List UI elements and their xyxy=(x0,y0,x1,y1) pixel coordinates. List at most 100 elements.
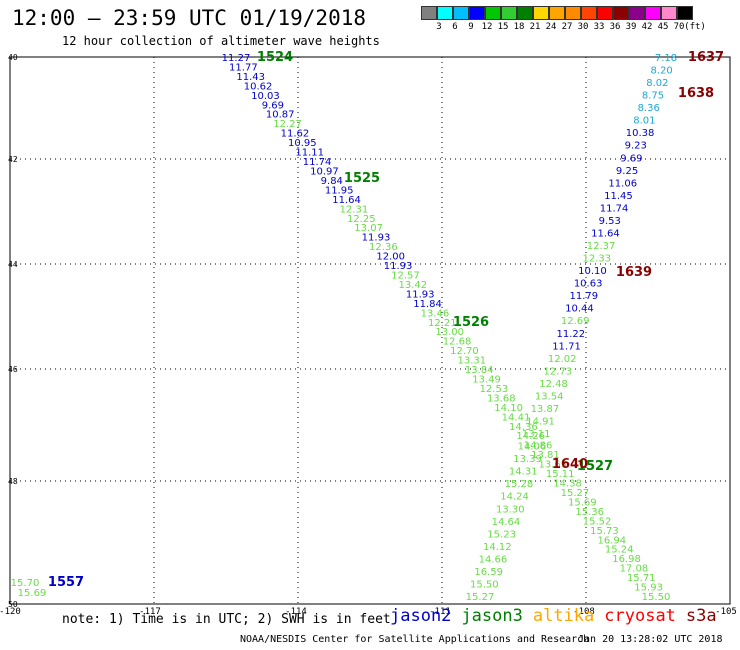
wave-height-label: 12.57 xyxy=(391,270,420,281)
wave-height-label: 13.84 xyxy=(465,365,494,376)
wave-height-label: 15.24 xyxy=(605,545,634,556)
wave-height-label: 11.79 xyxy=(569,291,598,302)
pass-number-1638: 1638 xyxy=(678,86,714,101)
wave-height-label: 10.95 xyxy=(288,138,317,149)
legend-swatch xyxy=(469,6,485,20)
wave-height-label: 10.63 xyxy=(574,279,603,290)
satellite-jason2: jason2 xyxy=(390,606,452,626)
lon-label: -111 xyxy=(429,607,451,617)
wave-height-label: 14.66 xyxy=(479,554,508,565)
wave-height-label: 15.50 xyxy=(642,592,671,603)
legend-swatch xyxy=(437,6,453,20)
wave-height-label: 8.01 xyxy=(633,116,655,127)
wave-height-label: 11.64 xyxy=(332,195,361,206)
wave-height-label: 13.39 xyxy=(513,454,542,465)
wave-height-label: 12.37 xyxy=(587,241,616,252)
pass-number-1527: 1527 xyxy=(577,459,613,474)
wave-height-label: 9.69 xyxy=(262,100,284,111)
wave-height-color-legend: 3 6 9 12 15 18 21 24 27 30 33 36 39 42 45 70 (ft) xyxy=(421,6,706,34)
pass-number-1640: 1640 xyxy=(552,457,588,472)
legend-tick: 30 xyxy=(577,22,589,32)
lat-label: 46 xyxy=(8,365,18,374)
wave-height-label: 14.12 xyxy=(483,542,512,553)
wave-height-label: 15.52 xyxy=(583,516,612,527)
wave-height-label: 11.11 xyxy=(295,148,324,159)
wave-height-label: 14.41 xyxy=(502,412,531,423)
wave-height-label: 10.38 xyxy=(626,128,655,139)
wave-height-label: 16.59 xyxy=(474,567,503,578)
wave-height-label: 11.71 xyxy=(552,341,581,352)
satellite-jason3: jason3 xyxy=(461,606,523,626)
legend-tick: 9 xyxy=(468,22,474,32)
wave-height-label: 13.11 xyxy=(522,429,551,440)
lon-label: -114 xyxy=(285,607,307,617)
legend-tick: 12 xyxy=(481,22,493,32)
wave-height-label: 11.95 xyxy=(325,185,354,196)
wave-height-label: 12.27 xyxy=(273,119,302,130)
wave-height-label: 10.44 xyxy=(565,304,594,315)
wave-height-label: 15.27 xyxy=(466,592,495,603)
legend-swatches xyxy=(421,6,693,20)
wave-height-label: 7.18 xyxy=(655,53,677,64)
wave-height-label: 15.11 xyxy=(546,469,575,480)
wave-height-label: 12.53 xyxy=(480,384,509,395)
wave-height-label: 15.71 xyxy=(627,573,656,584)
wave-height-label: 17.08 xyxy=(620,564,649,575)
wave-height-label: 13.68 xyxy=(487,393,516,404)
lon-label: -105 xyxy=(715,607,737,617)
wave-height-label: 15.69 xyxy=(568,497,597,508)
legend-tick: 39 xyxy=(625,22,637,32)
wave-height-label: 8.20 xyxy=(651,66,673,77)
wave-height-label: 12.70 xyxy=(450,346,479,357)
wave-height-label: 14.36 xyxy=(509,422,538,433)
wave-height-label: 13.54 xyxy=(535,391,564,402)
wave-height-label: 11.64 xyxy=(591,228,620,239)
wave-height-label: 8.36 xyxy=(638,103,660,114)
wave-height-label: 11.93 xyxy=(362,233,391,244)
wave-height-label: 14.38 xyxy=(553,479,582,490)
wave-height-label: 11.77 xyxy=(229,62,258,73)
wave-height-label: 15.27 xyxy=(561,488,590,499)
legend-tick: 36 xyxy=(609,22,621,32)
wave-height-label: 14.64 xyxy=(492,517,521,528)
wave-height-label: 9.53 xyxy=(599,216,621,227)
wave-height-label: 11.27 xyxy=(222,53,251,64)
wave-height-label: 12.25 xyxy=(347,214,376,225)
legend-swatch xyxy=(501,6,517,20)
lat-label: 44 xyxy=(8,260,18,269)
wave-height-label: 13.42 xyxy=(399,280,428,291)
legend-swatch xyxy=(517,6,533,20)
legend-tick: 6 xyxy=(452,22,458,32)
wave-height-label: 8.02 xyxy=(646,78,668,89)
wave-height-label: 10.97 xyxy=(310,166,339,177)
pass-number-1525: 1525 xyxy=(344,171,380,186)
wave-height-label: 15.36 xyxy=(575,507,604,518)
legend-tick: (ft) xyxy=(684,22,706,32)
legend-tick: 24 xyxy=(545,22,557,32)
wave-height-label: 13.30 xyxy=(496,504,525,515)
map-frame xyxy=(9,56,731,605)
wave-height-label: 15.50 xyxy=(470,579,499,590)
wave-height-label: 13.65 xyxy=(539,460,568,471)
wave-height-label: 9.25 xyxy=(616,166,638,177)
wave-height-label: 15.28 xyxy=(505,479,534,490)
wave-height-label: 15.93 xyxy=(634,583,663,594)
legend-tick: 70 xyxy=(673,22,685,32)
wave-height-label: 16.94 xyxy=(597,535,626,546)
legend-swatch xyxy=(597,6,613,20)
legend-swatch xyxy=(645,6,661,20)
wave-height-label: 11.93 xyxy=(384,261,413,272)
pass-number-1526: 1526 xyxy=(453,315,489,330)
wave-height-label: 12.68 xyxy=(443,337,472,348)
legend-tick: 27 xyxy=(561,22,573,32)
lon-label: -117 xyxy=(139,607,161,617)
wave-height-label: 11.74 xyxy=(600,203,629,214)
wave-height-label: 14.26 xyxy=(516,431,545,442)
satellite-cryosat: cryosat xyxy=(604,606,676,626)
legend-tick: 3 xyxy=(436,22,442,32)
wave-height-label: 14.06 xyxy=(518,442,547,453)
lat-label: 50 xyxy=(8,600,18,609)
lat-label: 48 xyxy=(8,477,18,486)
wave-height-label: 10.87 xyxy=(266,110,295,121)
wave-height-label: 14.10 xyxy=(494,403,523,414)
